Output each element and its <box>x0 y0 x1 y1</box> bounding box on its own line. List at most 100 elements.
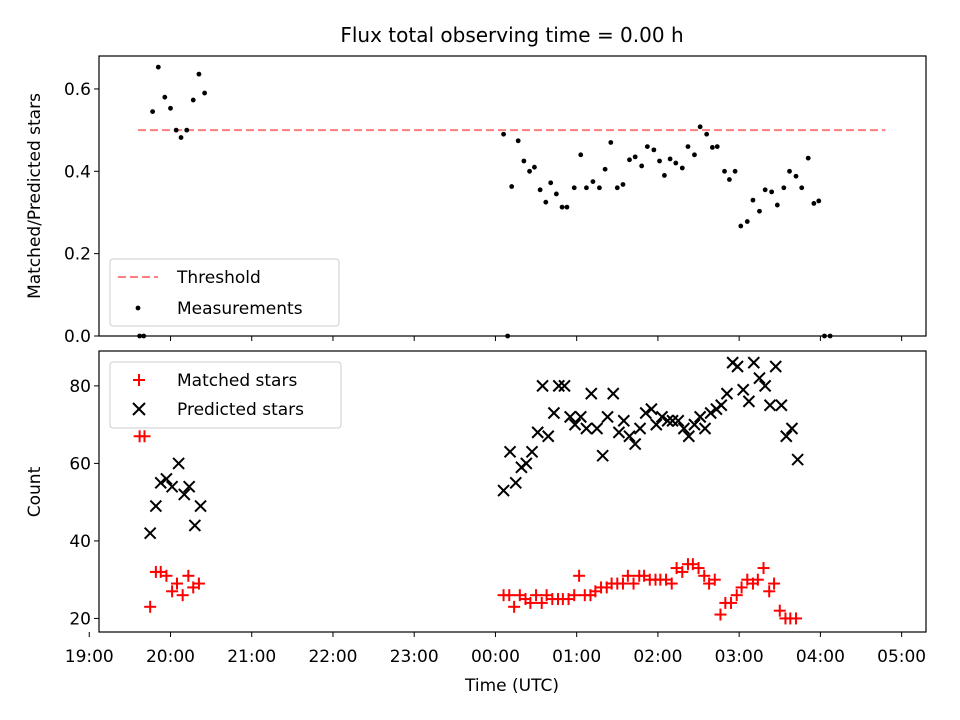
predicted-stars-point <box>580 422 593 435</box>
predicted-stars-point <box>596 449 609 462</box>
count-x-tick-label: 19:00 <box>65 647 114 667</box>
predicted-stars-point <box>503 445 517 458</box>
predicted-stars-point <box>693 410 707 424</box>
measurement-point <box>515 138 521 144</box>
measurement-point <box>564 204 570 210</box>
measurement-point <box>679 165 685 171</box>
predicted-stars-point <box>639 406 652 420</box>
measurement-point <box>196 71 202 77</box>
predicted-stars-point <box>623 430 636 443</box>
predicted-stars-point <box>568 418 582 431</box>
measurement-point <box>774 202 780 208</box>
measurement-point <box>178 135 184 140</box>
measurement-point <box>537 187 543 193</box>
measurement-point <box>750 197 756 203</box>
measurement-point <box>202 90 208 96</box>
predicted-stars-point <box>612 426 626 439</box>
predicted-stars-point <box>149 499 163 513</box>
predicted-stars-point <box>172 457 185 470</box>
matched-stars-point <box>714 608 727 621</box>
measurement-point <box>584 185 589 191</box>
predicted-stars-point <box>758 379 772 393</box>
predicted-stars-point <box>558 379 571 393</box>
matched-stars-point <box>627 577 640 590</box>
measurement-point <box>757 208 762 214</box>
predicted-stars-point <box>574 410 587 424</box>
matched-stars-point <box>176 589 189 602</box>
measurement-point <box>685 144 691 149</box>
count-legend-box <box>109 361 342 429</box>
measurement-point <box>816 198 822 204</box>
predicted-stars-point <box>607 387 620 400</box>
predicted-stars-point <box>188 519 202 532</box>
ratio-y-tick-label: 0.0 <box>64 327 91 347</box>
matched-stars-point <box>508 600 521 613</box>
predicted-stars-point <box>590 422 604 435</box>
matched-stars-point <box>768 577 781 590</box>
matched-stars-point <box>763 585 776 598</box>
matched-stars-point <box>160 569 173 582</box>
measurement-point <box>190 97 196 103</box>
predicted-stars-point <box>742 395 756 408</box>
count-x-tick-label: 01:00 <box>552 647 601 667</box>
predicted-stars-point <box>178 488 191 501</box>
predicted-stars-point <box>698 422 712 435</box>
matched-stars-point <box>790 612 803 625</box>
matched-stars-point <box>144 600 157 613</box>
measurement-point <box>553 191 559 197</box>
count-x-tick-label: 23:00 <box>390 647 439 667</box>
count-x-tick-label: 22:00 <box>308 647 357 667</box>
measurement-point <box>559 204 565 210</box>
measurement-point <box>781 185 787 191</box>
measurement-point <box>614 185 620 191</box>
predicted-stars-point <box>182 480 196 493</box>
ratio-x-axis <box>169 336 903 341</box>
matched-stars-point <box>708 573 721 586</box>
count-legend: Matched stars Predicted stars <box>109 361 342 429</box>
matched-stars-point <box>192 577 205 590</box>
ratio-legend-box <box>109 258 340 327</box>
predicted-stars-point <box>563 410 577 424</box>
measurement-point <box>722 168 727 174</box>
measurement-point <box>744 219 750 224</box>
predicted-stars-point <box>542 430 555 443</box>
measurements-legend-swatch <box>135 305 141 311</box>
predicted-legend-swatch <box>132 402 146 416</box>
predicted-stars-point <box>520 457 533 470</box>
predicted-stars-point <box>601 410 614 424</box>
predicted-stars-point <box>688 418 701 431</box>
predicted-stars-point <box>785 422 799 435</box>
measurement-point <box>769 189 775 195</box>
chart-title: Flux total observing time = 0.00 h <box>340 23 683 47</box>
count-x-axis: 19:00 20:00 21:00 22:00 23:00 00:00 01:00 02:00… <box>65 632 926 667</box>
predicted-stars-point <box>628 437 642 451</box>
ratio-plot-frame <box>98 55 927 337</box>
measurement-point <box>548 180 554 186</box>
predicted-stars-point <box>547 406 561 420</box>
matched-stars-point <box>530 589 543 602</box>
count-y-tick-label: 40 <box>69 532 91 552</box>
predicted-stars-point <box>509 476 522 489</box>
measurement-point <box>662 173 667 178</box>
measurement-point <box>704 131 710 137</box>
predicted-stars-point <box>791 453 804 466</box>
matched-legend-label: Matched stars <box>177 371 297 391</box>
measurement-point <box>602 166 608 172</box>
measurement-point <box>527 168 532 174</box>
predicted-stars-point <box>194 499 207 513</box>
matched-stars-point <box>138 430 151 443</box>
measurements-legend-label: Measurements <box>177 299 303 319</box>
count-plot-frame <box>98 350 927 633</box>
measurement-point <box>644 144 650 149</box>
measurement-point <box>787 168 792 174</box>
measurement-point <box>571 185 577 191</box>
measurement-point <box>692 152 697 158</box>
predicted-stars-point <box>633 422 647 435</box>
ratio-legend: Threshold Measurements <box>109 258 340 327</box>
measurement-point <box>673 160 679 166</box>
matched-stars-point <box>735 581 748 594</box>
predicted-stars-point <box>747 356 760 369</box>
predicted-stars-point <box>753 371 766 385</box>
ratio-panel: 0.0 0.2 0.4 0.6 Matched/Predicted stars Thr… <box>25 55 927 347</box>
